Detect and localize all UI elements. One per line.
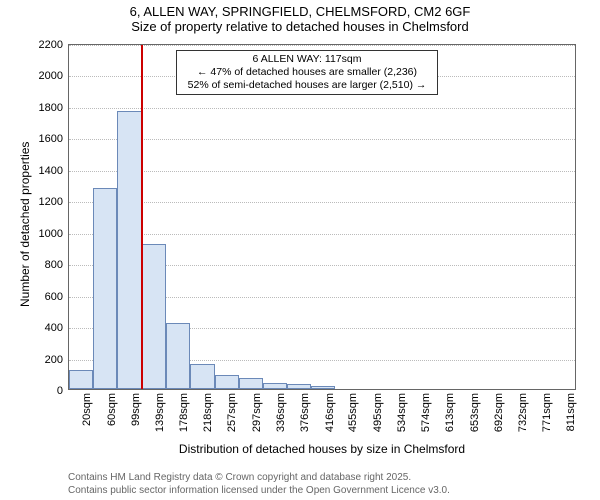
- histogram-bar: [287, 384, 311, 389]
- y-tick-label: 600: [45, 291, 63, 303]
- x-tick-label: 178sqm: [178, 393, 190, 432]
- y-tick-label: 1800: [39, 102, 63, 114]
- plot-area: 0200400600800100012001400160018002000220…: [68, 44, 576, 390]
- attribution-text: Contains HM Land Registry data © Crown c…: [68, 472, 450, 497]
- annotation-line: 6 ALLEN WAY: 117sqm: [181, 53, 433, 66]
- gridline: [69, 108, 575, 109]
- histogram-bar: [93, 188, 117, 389]
- y-tick-label: 2000: [39, 70, 63, 82]
- x-tick-label: 297sqm: [251, 393, 263, 432]
- x-tick-label: 613sqm: [444, 393, 456, 432]
- attribution-line-2: Contains public sector information licen…: [68, 485, 450, 498]
- annotation-line: ← 47% of detached houses are smaller (2,…: [181, 66, 433, 79]
- x-tick-label: 99sqm: [130, 393, 142, 426]
- gridline: [69, 45, 575, 46]
- histogram-bar: [311, 386, 335, 389]
- x-tick-label: 732sqm: [517, 393, 529, 432]
- histogram-bar: [142, 244, 166, 389]
- marker-line: [141, 45, 143, 389]
- gridline: [69, 202, 575, 203]
- histogram-bar: [117, 111, 141, 389]
- y-tick-label: 1600: [39, 133, 63, 145]
- x-axis-title: Distribution of detached houses by size …: [68, 442, 576, 456]
- y-tick-label: 1000: [39, 228, 63, 240]
- x-tick-label: 60sqm: [106, 393, 118, 426]
- y-tick-label: 1400: [39, 165, 63, 177]
- attribution-line-1: Contains HM Land Registry data © Crown c…: [68, 472, 450, 485]
- x-tick-label: 811sqm: [565, 393, 577, 431]
- annotation-line: 52% of semi-detached houses are larger (…: [181, 79, 433, 92]
- x-tick-label: 336sqm: [275, 393, 287, 432]
- x-tick-label: 20sqm: [81, 393, 93, 426]
- x-tick-label: 495sqm: [372, 393, 384, 432]
- x-tick-label: 257sqm: [226, 393, 238, 432]
- x-tick-label: 455sqm: [347, 393, 359, 432]
- gridline: [69, 171, 575, 172]
- y-axis-title: Number of detached properties: [18, 142, 32, 307]
- x-tick-label: 218sqm: [202, 393, 214, 432]
- x-tick-label: 139sqm: [154, 393, 166, 432]
- y-tick-label: 1200: [39, 196, 63, 208]
- y-tick-label: 200: [45, 354, 63, 366]
- x-tick-label: 416sqm: [324, 393, 336, 432]
- y-tick-label: 400: [45, 322, 63, 334]
- x-tick-label: 692sqm: [493, 393, 505, 432]
- histogram-bar: [263, 383, 287, 389]
- x-tick-label: 376sqm: [299, 393, 311, 432]
- y-tick-label: 0: [57, 385, 63, 397]
- histogram-bar: [190, 364, 214, 389]
- histogram-chart: 0 200 400 600 800 1000 1200 1400 1600 1800 2000 220…: [0, 0, 600, 500]
- y-tick-label: 2200: [39, 39, 63, 51]
- histogram-bar: [215, 375, 239, 389]
- histogram-bar: [166, 323, 190, 389]
- x-tick-label: 574sqm: [420, 393, 432, 432]
- gridline: [69, 139, 575, 140]
- x-tick-label: 534sqm: [396, 393, 408, 432]
- x-tick-label: 771sqm: [541, 393, 553, 432]
- gridline: [69, 234, 575, 235]
- histogram-bar: [69, 370, 93, 389]
- histogram-bar: [239, 378, 263, 389]
- x-tick-label: 653sqm: [469, 393, 481, 432]
- y-tick-label: 800: [45, 259, 63, 271]
- annotation-box: 6 ALLEN WAY: 117sqm← 47% of detached hou…: [176, 50, 438, 95]
